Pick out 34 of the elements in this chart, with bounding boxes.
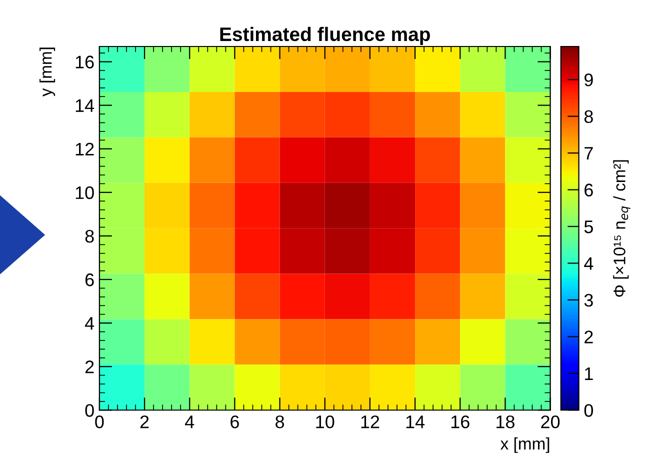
color-bar-label: 7 — [584, 147, 593, 160]
x-tick-label: 6 — [230, 415, 239, 428]
color-bar-label: 8 — [584, 110, 593, 124]
color-bar-label: 3 — [584, 294, 593, 307]
y-tick-label: 14 — [76, 99, 94, 112]
color-bar-label: 9 — [584, 73, 593, 86]
x-tick-label: 16 — [451, 415, 470, 428]
color-bar-title: Φ [×10¹⁵ n$_{eq}$ / cm²] — [613, 160, 630, 297]
color-bar-label: 0 — [584, 404, 593, 417]
color-bar-label: 4 — [584, 257, 594, 270]
y-tick-label: 2 — [85, 360, 94, 374]
chart-title: Estimated fluence map — [220, 26, 430, 45]
color-bar-label: 1 — [585, 368, 593, 380]
x-tick-label: 14 — [406, 416, 425, 428]
y-tick-label: 10 — [76, 186, 94, 200]
x-tick-label: 2 — [140, 415, 149, 428]
y-tick-label: 12 — [76, 142, 94, 156]
color-bar-label: 6 — [584, 184, 593, 196]
y-tick-label: 4 — [84, 317, 94, 330]
y-tick-label: 6 — [85, 273, 94, 286]
x-tick-label: 12 — [361, 415, 380, 428]
color-bar-label: 2 — [584, 330, 593, 344]
x-tick-label: 10 — [316, 415, 334, 428]
x-axis-title: x [mm] — [500, 437, 550, 453]
y-tick-label: 8 — [85, 230, 94, 243]
x-tick-label: 20 — [541, 415, 560, 428]
x-tick-label: 4 — [185, 416, 194, 428]
x-tick-label: 8 — [276, 415, 284, 428]
y-axis-title: y [mm] — [40, 48, 56, 96]
x-tick-label: 0 — [95, 415, 104, 428]
y-tick-label: 16 — [76, 56, 94, 68]
y-tick-label: 0 — [85, 404, 94, 417]
x-tick-label: 18 — [496, 415, 514, 428]
color-bar-label: 5 — [584, 220, 593, 234]
